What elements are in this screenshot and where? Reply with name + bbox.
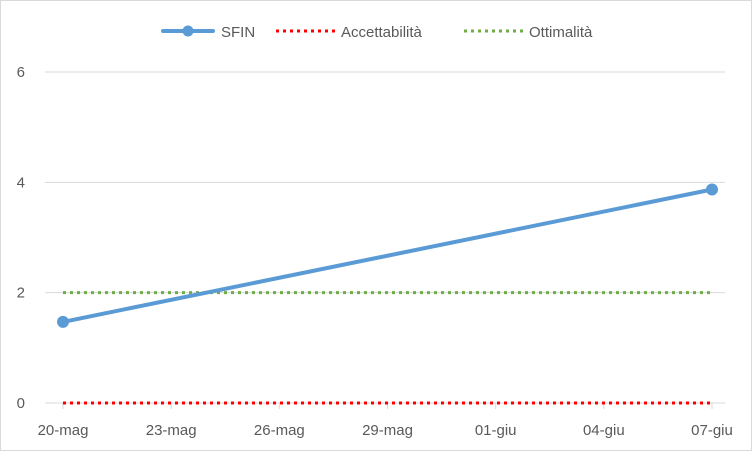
legend: SFIN Accettabilità Ottimalità [161, 24, 593, 41]
x-tick-label: 07-giu [691, 422, 733, 439]
series-layer [57, 183, 718, 405]
y-tick-label: 4 [17, 174, 25, 191]
legend-marker-sfin [182, 25, 194, 37]
series-line-sfin [61, 187, 714, 324]
x-tick-label: 20-mag [38, 422, 89, 439]
x-tick-label: 26-mag [254, 422, 305, 439]
legend-label-accettabilita: Accettabilità [341, 24, 423, 41]
y-tick-label: 0 [17, 395, 25, 412]
legend-label-ottimalita: Ottimalità [529, 24, 593, 41]
legend-label-sfin: SFIN [221, 24, 255, 41]
x-tick-label: 01-giu [475, 422, 517, 439]
x-tick-label: 04-giu [583, 422, 625, 439]
data-point-sfin [57, 315, 69, 328]
x-axis-ticks: 20-mag 23-mag 26-mag 29-mag 01-giu 04-giu 07-g… [38, 403, 733, 439]
gridlines [45, 71, 725, 404]
x-tick-label: 29-mag [362, 422, 413, 439]
y-tick-label: 6 [17, 64, 25, 81]
x-tick-label: 23-mag [146, 422, 197, 439]
data-point-sfin [706, 183, 718, 196]
y-axis-ticks: 0 2 4 6 [17, 64, 25, 412]
y-tick-label: 2 [17, 285, 25, 302]
